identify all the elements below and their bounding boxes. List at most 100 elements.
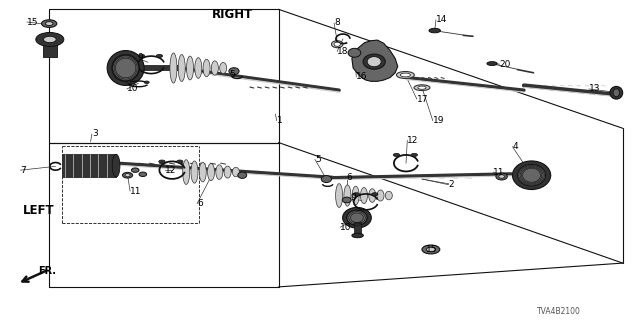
Text: 11: 11	[130, 187, 141, 196]
Ellipse shape	[487, 62, 497, 66]
Ellipse shape	[396, 71, 414, 78]
Ellipse shape	[496, 173, 508, 180]
Ellipse shape	[335, 184, 342, 207]
Text: 6: 6	[347, 173, 353, 182]
Text: 17: 17	[417, 95, 428, 104]
Text: 8: 8	[334, 19, 340, 28]
Text: 3: 3	[92, 130, 98, 139]
Text: 11: 11	[493, 168, 505, 177]
Ellipse shape	[342, 207, 371, 228]
Ellipse shape	[211, 61, 218, 75]
Ellipse shape	[112, 55, 139, 81]
Ellipse shape	[229, 68, 239, 75]
Ellipse shape	[191, 161, 198, 183]
Text: 6: 6	[197, 199, 203, 208]
Ellipse shape	[414, 85, 430, 91]
Circle shape	[422, 245, 440, 254]
Text: TVA4B2100: TVA4B2100	[537, 307, 580, 316]
Circle shape	[144, 81, 149, 84]
Circle shape	[156, 54, 163, 58]
Ellipse shape	[321, 176, 332, 182]
Text: 14: 14	[436, 15, 447, 24]
Ellipse shape	[195, 58, 202, 78]
Ellipse shape	[112, 154, 120, 177]
Circle shape	[138, 54, 145, 58]
Bar	[141, 66, 180, 70]
Circle shape	[126, 81, 131, 84]
Text: LEFT: LEFT	[22, 204, 54, 217]
Ellipse shape	[107, 51, 144, 85]
Circle shape	[372, 193, 378, 196]
Text: 16: 16	[356, 72, 368, 81]
Ellipse shape	[400, 73, 410, 77]
Ellipse shape	[203, 59, 210, 77]
Ellipse shape	[199, 162, 206, 182]
Circle shape	[394, 153, 399, 156]
Ellipse shape	[238, 172, 246, 178]
Circle shape	[45, 22, 53, 26]
Ellipse shape	[170, 53, 177, 83]
Text: 10: 10	[127, 84, 138, 93]
Bar	[355, 222, 361, 235]
Ellipse shape	[122, 172, 132, 178]
Ellipse shape	[360, 188, 367, 204]
Circle shape	[44, 36, 56, 43]
Text: 5: 5	[315, 155, 321, 164]
Ellipse shape	[518, 164, 545, 186]
Ellipse shape	[139, 172, 147, 177]
Ellipse shape	[513, 161, 550, 189]
Text: 1: 1	[276, 116, 282, 125]
Text: 12: 12	[407, 136, 419, 145]
Text: 20: 20	[500, 60, 511, 69]
Text: 2: 2	[449, 180, 454, 189]
Ellipse shape	[369, 189, 376, 202]
Ellipse shape	[182, 160, 189, 184]
Text: 18: 18	[337, 47, 349, 56]
Text: RIGHT: RIGHT	[212, 8, 253, 20]
Text: 9: 9	[350, 193, 356, 202]
Text: 13: 13	[589, 84, 600, 93]
Text: 12: 12	[165, 166, 177, 175]
Ellipse shape	[352, 186, 359, 205]
Ellipse shape	[186, 56, 193, 80]
Ellipse shape	[348, 48, 361, 57]
Bar	[43, 41, 57, 57]
Circle shape	[159, 160, 165, 163]
Ellipse shape	[344, 185, 351, 206]
Ellipse shape	[377, 190, 384, 201]
Ellipse shape	[207, 164, 214, 180]
Ellipse shape	[131, 168, 139, 172]
Ellipse shape	[334, 42, 340, 46]
Ellipse shape	[216, 165, 223, 179]
Ellipse shape	[178, 54, 185, 82]
Ellipse shape	[367, 57, 381, 67]
Ellipse shape	[385, 191, 392, 200]
Text: 4: 4	[513, 142, 518, 151]
Bar	[62, 154, 116, 178]
Ellipse shape	[332, 41, 343, 48]
Ellipse shape	[232, 167, 239, 177]
Ellipse shape	[220, 62, 227, 74]
Ellipse shape	[363, 54, 385, 69]
Text: 19: 19	[433, 116, 444, 125]
Polygon shape	[352, 40, 397, 81]
Ellipse shape	[499, 175, 504, 178]
Text: 7: 7	[20, 166, 26, 175]
Ellipse shape	[610, 86, 623, 99]
Circle shape	[426, 247, 435, 252]
Text: 10: 10	[340, 223, 352, 232]
Ellipse shape	[125, 174, 130, 177]
Ellipse shape	[429, 28, 440, 33]
Ellipse shape	[613, 89, 620, 97]
Ellipse shape	[342, 197, 351, 203]
Ellipse shape	[418, 86, 426, 89]
Text: FR.: FR.	[38, 266, 56, 276]
Text: 15: 15	[27, 18, 38, 27]
Text: 9: 9	[137, 53, 143, 62]
Text: 5: 5	[230, 70, 236, 79]
Circle shape	[177, 160, 183, 163]
Circle shape	[353, 193, 360, 196]
Circle shape	[411, 153, 417, 156]
Text: 15: 15	[426, 245, 438, 254]
Ellipse shape	[347, 210, 367, 225]
